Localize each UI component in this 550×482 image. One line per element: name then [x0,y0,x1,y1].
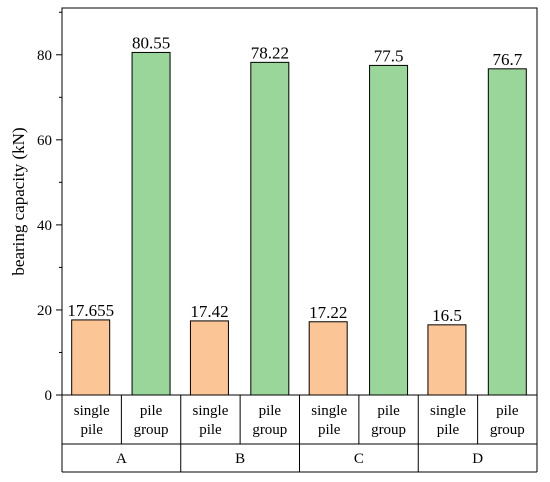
category-label: pile [496,403,519,419]
data-label: 17.22 [309,303,347,322]
category-label: pile [318,422,341,438]
category-label: pile [80,422,103,438]
data-label: 17.655 [67,301,114,320]
bar-single-pile [71,319,111,396]
bar-pile-group [250,61,290,396]
data-label: 78.22 [251,43,289,62]
category-label: pile [377,403,400,419]
y-tick-label: 40 [37,218,52,234]
category-label: group [252,422,287,438]
category-label: group [490,422,525,438]
data-label: 17.42 [190,302,228,321]
data-label: 77.5 [374,46,404,65]
y-tick-label: 60 [37,133,52,149]
bar-single-pile [427,324,467,396]
category-label: single [193,403,229,419]
y-tick-label: 20 [37,303,52,319]
bar-pile-group [369,64,409,396]
bar-single-pile [308,321,348,396]
category-label: group [371,422,406,438]
category-label: pile [199,422,222,438]
category-label: pile [437,422,460,438]
y-tick-label: 80 [37,48,52,64]
y-tick-label: 0 [45,388,53,404]
data-label: 76.7 [492,50,522,69]
category-label: pile [259,403,282,419]
bar-single-pile [189,320,229,396]
group-label: C [354,451,364,467]
data-label: 80.55 [132,33,170,52]
category-label: single [430,403,466,419]
bar-pile-group [131,51,171,396]
bar-pile-group [487,68,527,396]
category-label: group [134,422,169,438]
category-label: single [74,403,110,419]
group-label: D [472,451,483,467]
group-label: B [235,451,245,467]
category-label: single [311,403,347,419]
group-label: A [116,451,127,467]
category-label: pile [140,403,163,419]
data-label: 16.5 [432,306,462,325]
y-axis-title: bearing capacity (kN) [9,127,28,275]
